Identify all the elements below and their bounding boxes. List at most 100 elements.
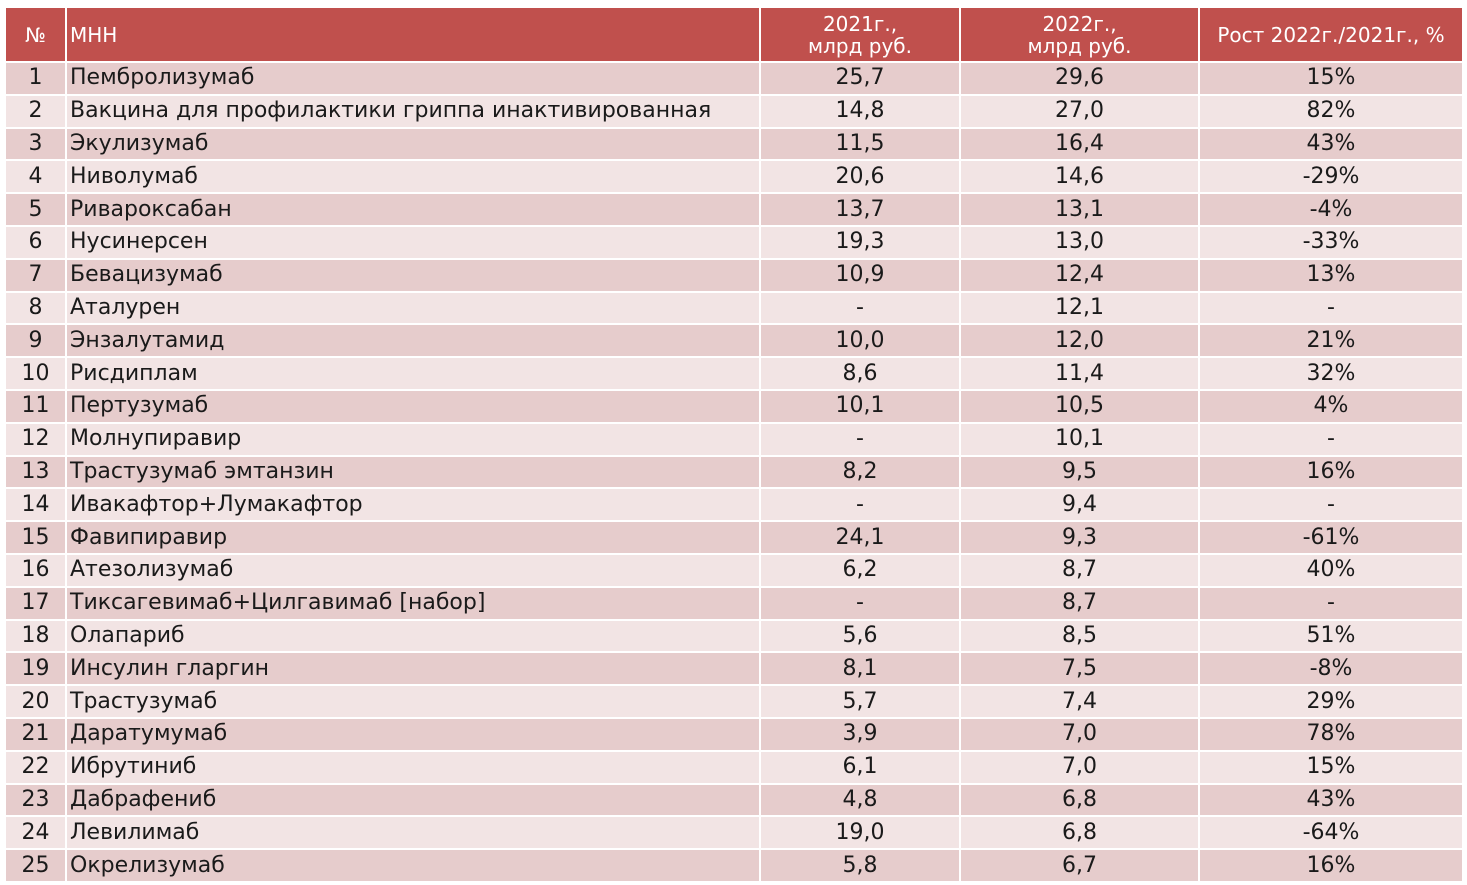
- row-drug-name: Окрелизумаб: [67, 850, 759, 881]
- row-value-2021: -: [761, 489, 959, 521]
- row-value-2021: 8,2: [761, 456, 959, 488]
- table-row: 20 Трастузумаб 5,7 7,4 29%: [6, 686, 1462, 717]
- row-value-2022: 6,8: [961, 817, 1198, 849]
- row-value-2022: 16,4: [961, 128, 1198, 160]
- row-drug-name: Ибрутиниб: [67, 751, 759, 783]
- row-growth: 43%: [1200, 784, 1462, 816]
- row-num: 2: [6, 95, 65, 127]
- table-row: 25 Окрелизумаб 5,8 6,7 16%: [6, 850, 1462, 881]
- row-num: 3: [6, 128, 65, 160]
- row-value-2021: 3,9: [761, 718, 959, 750]
- header-row: № МНН 2021г., млрд руб. 2022г., млрд руб…: [6, 8, 1462, 61]
- row-value-2022: 29,6: [961, 63, 1198, 94]
- row-drug-name: Фавипиравир: [67, 522, 759, 553]
- row-value-2022: 6,8: [961, 784, 1198, 816]
- header-2022-line1: 2022г.,: [1042, 11, 1117, 36]
- row-value-2021: 8,1: [761, 653, 959, 685]
- row-growth: 43%: [1200, 128, 1462, 160]
- row-drug-name: Молнупиравир: [67, 423, 759, 455]
- table-row: 8 Аталурен -12,1-: [6, 292, 1462, 324]
- table-row: 14 Ивакафтор+Лумакафтор -9,4-: [6, 489, 1462, 521]
- row-value-2021: 14,8: [761, 95, 959, 127]
- row-value-2021: -: [761, 423, 959, 455]
- row-num: 24: [6, 817, 65, 849]
- row-value-2021: 19,0: [761, 817, 959, 849]
- row-drug-name: Экулизумаб: [67, 128, 759, 160]
- row-value-2021: 5,7: [761, 686, 959, 717]
- row-value-2022: 8,7: [961, 554, 1198, 586]
- row-num: 22: [6, 751, 65, 783]
- row-num: 19: [6, 653, 65, 685]
- table-row: 2 Вакцина для профилактики гриппа инактив…: [6, 95, 1462, 127]
- table-row: 9 Энзалутамид 10,0 12,0 21%: [6, 325, 1462, 357]
- row-growth: 82%: [1200, 95, 1462, 127]
- row-num: 8: [6, 292, 65, 324]
- row-drug-name: Рисдиплам: [67, 358, 759, 389]
- row-growth: 51%: [1200, 620, 1462, 652]
- row-growth: -: [1200, 587, 1462, 619]
- row-drug-name: Трастузумаб: [67, 686, 759, 717]
- row-num: 5: [6, 194, 65, 225]
- row-value-2021: 5,6: [761, 620, 959, 652]
- row-value-2022: 27,0: [961, 95, 1198, 127]
- header-growth: Рост 2022г./2021г., %: [1200, 8, 1462, 61]
- row-value-2021: 11,5: [761, 128, 959, 160]
- row-num: 11: [6, 390, 65, 422]
- row-drug-name: Бевацизумаб: [67, 259, 759, 291]
- row-num: 10: [6, 358, 65, 389]
- row-num: 15: [6, 522, 65, 553]
- row-num: 25: [6, 850, 65, 881]
- table-row: 19 Инсулин гларгин 8,1 7,5 -8%: [6, 653, 1462, 685]
- header-2021-line2: млрд руб.: [808, 33, 912, 58]
- row-drug-name: Инсулин гларгин: [67, 653, 759, 685]
- header-2021: 2021г., млрд руб.: [761, 8, 959, 61]
- row-value-2022: 14,6: [961, 161, 1198, 193]
- row-value-2022: 12,4: [961, 259, 1198, 291]
- table-row: 1 Пембролизумаб 25,7 29,6 15%: [6, 63, 1462, 94]
- row-value-2022: 7,0: [961, 718, 1198, 750]
- row-value-2021: 10,1: [761, 390, 959, 422]
- header-2022-line2: млрд руб.: [1027, 33, 1132, 58]
- row-num: 14: [6, 489, 65, 521]
- row-num: 6: [6, 226, 65, 258]
- row-value-2022: 7,0: [961, 751, 1198, 783]
- row-value-2022: 13,1: [961, 194, 1198, 225]
- row-growth: -29%: [1200, 161, 1462, 193]
- row-growth: 13%: [1200, 259, 1462, 291]
- table-row: 13 Трастузумаб эмтанзин 8,2 9,5 16%: [6, 456, 1462, 488]
- row-num: 9: [6, 325, 65, 357]
- row-value-2021: 13,7: [761, 194, 959, 225]
- row-value-2021: 6,2: [761, 554, 959, 586]
- row-drug-name: Трастузумаб эмтанзин: [67, 456, 759, 488]
- row-growth: 15%: [1200, 63, 1462, 94]
- row-value-2022: 12,1: [961, 292, 1198, 324]
- row-value-2021: 5,8: [761, 850, 959, 881]
- row-drug-name: Нусинерсен: [67, 226, 759, 258]
- row-value-2022: 9,3: [961, 522, 1198, 553]
- table-row: 21 Даратумумаб 3,9 7,0 78%: [6, 718, 1462, 750]
- row-value-2022: 10,1: [961, 423, 1198, 455]
- row-value-2021: 19,3: [761, 226, 959, 258]
- row-value-2021: -: [761, 587, 959, 619]
- row-drug-name: Дабрафениб: [67, 784, 759, 816]
- table-row: 3 Экулизумаб 11,5 16,4 43%: [6, 128, 1462, 160]
- row-value-2021: -: [761, 292, 959, 324]
- table-row: 4 Ниволумаб 20,6 14,6 -29%: [6, 161, 1462, 193]
- row-num: 18: [6, 620, 65, 652]
- row-growth: -64%: [1200, 817, 1462, 849]
- row-num: 12: [6, 423, 65, 455]
- row-num: 13: [6, 456, 65, 488]
- row-value-2021: 10,9: [761, 259, 959, 291]
- row-drug-name: Ниволумаб: [67, 161, 759, 193]
- row-growth: 40%: [1200, 554, 1462, 586]
- row-growth: -61%: [1200, 522, 1462, 553]
- row-growth: -8%: [1200, 653, 1462, 685]
- row-value-2022: 8,5: [961, 620, 1198, 652]
- header-num: №: [6, 8, 65, 61]
- table-row: 23 Дабрафениб 4,8 6,8 43%: [6, 784, 1462, 816]
- row-num: 17: [6, 587, 65, 619]
- row-value-2022: 9,4: [961, 489, 1198, 521]
- row-growth: -33%: [1200, 226, 1462, 258]
- table-row: 10 Рисдиплам 8,6 11,4 32%: [6, 358, 1462, 389]
- row-growth: 15%: [1200, 751, 1462, 783]
